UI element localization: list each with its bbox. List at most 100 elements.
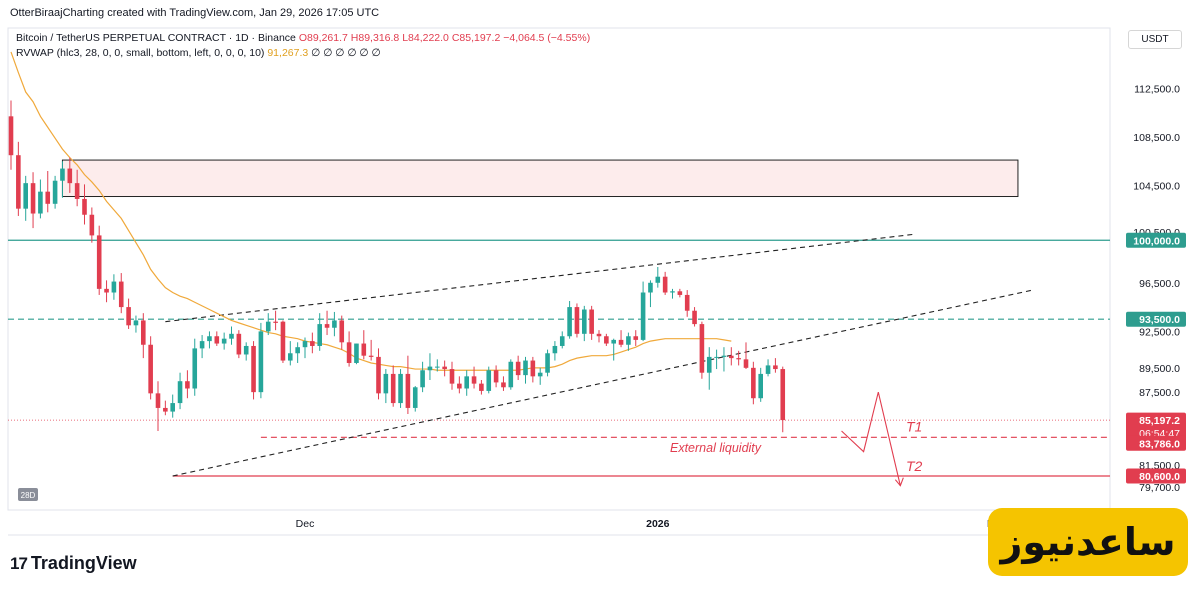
- candle[interactable]: [714, 356, 719, 358]
- candle[interactable]: [412, 387, 418, 408]
- candle[interactable]: [626, 336, 631, 345]
- candle[interactable]: [170, 403, 175, 412]
- candle[interactable]: [273, 321, 278, 323]
- candle[interactable]: [677, 291, 683, 295]
- candle[interactable]: [45, 191, 51, 204]
- candle[interactable]: [38, 191, 43, 214]
- candle[interactable]: [773, 365, 778, 370]
- candle[interactable]: [692, 310, 697, 325]
- candle[interactable]: [596, 333, 602, 337]
- price-tag-80600[interactable]: [1126, 468, 1186, 484]
- candle[interactable]: [589, 309, 594, 334]
- candle[interactable]: [23, 183, 28, 209]
- candle[interactable]: [339, 320, 345, 343]
- last-price-tag[interactable]: [1126, 412, 1186, 441]
- candle[interactable]: [126, 307, 131, 326]
- symbol-legend[interactable]: Bitcoin / TetherUS PERPETUAL CONTRACT · …: [16, 32, 590, 44]
- candle[interactable]: [236, 333, 242, 355]
- candle[interactable]: [383, 373, 389, 394]
- candle[interactable]: [163, 407, 168, 412]
- candle[interactable]: [662, 276, 668, 293]
- candle[interactable]: [67, 168, 73, 184]
- candle[interactable]: [743, 359, 749, 368]
- candle[interactable]: [457, 383, 462, 389]
- candle[interactable]: [427, 366, 433, 371]
- candle[interactable]: [302, 341, 308, 348]
- candle[interactable]: [449, 369, 455, 384]
- candle[interactable]: [251, 345, 256, 393]
- candle[interactable]: [552, 345, 558, 354]
- candle[interactable]: [324, 324, 330, 328]
- candle[interactable]: [390, 373, 396, 404]
- candle[interactable]: [118, 281, 124, 308]
- candle[interactable]: [618, 339, 624, 345]
- candle[interactable]: [74, 183, 80, 199]
- candle[interactable]: [780, 369, 786, 421]
- indicator-legend[interactable]: RVWAP (hlc3, 28, 0, 0, small, bottom, le…: [16, 47, 381, 59]
- candle[interactable]: [104, 288, 109, 293]
- candle[interactable]: [405, 373, 411, 408]
- candle[interactable]: [229, 333, 234, 339]
- candle[interactable]: [16, 155, 21, 209]
- candle[interactable]: [8, 116, 14, 156]
- candle[interactable]: [354, 343, 359, 363]
- candle[interactable]: [214, 336, 220, 344]
- candle[interactable]: [435, 366, 440, 368]
- price-tag-93500[interactable]: [1126, 311, 1186, 327]
- rvwap-line[interactable]: [10, 51, 732, 371]
- candle[interactable]: [758, 373, 763, 399]
- candle[interactable]: [530, 360, 536, 377]
- interval-badge[interactable]: [18, 488, 38, 501]
- candle[interactable]: [192, 348, 198, 389]
- channel-upper-line[interactable]: [165, 233, 916, 323]
- candle[interactable]: [567, 307, 572, 337]
- candle[interactable]: [332, 320, 337, 328]
- candle[interactable]: [310, 341, 315, 346]
- price-tag-100000[interactable]: [1126, 232, 1186, 248]
- candle[interactable]: [265, 321, 271, 332]
- candle[interactable]: [559, 336, 565, 346]
- channel-lower-line[interactable]: [172, 289, 1033, 477]
- candle[interactable]: [501, 382, 506, 388]
- candle[interactable]: [442, 366, 447, 370]
- candle[interactable]: [765, 365, 771, 374]
- candle[interactable]: [611, 339, 616, 344]
- candle[interactable]: [464, 376, 469, 389]
- candle[interactable]: [96, 235, 102, 289]
- candle[interactable]: [729, 355, 734, 359]
- candle[interactable]: [670, 291, 675, 293]
- candle[interactable]: [523, 360, 528, 376]
- candle[interactable]: [82, 198, 87, 215]
- supply-zone[interactable]: [61, 159, 1019, 198]
- candle[interactable]: [574, 307, 580, 334]
- candle[interactable]: [633, 336, 639, 340]
- candle[interactable]: [361, 343, 367, 356]
- candle[interactable]: [295, 347, 300, 354]
- candle[interactable]: [317, 324, 322, 346]
- candle[interactable]: [398, 373, 403, 404]
- currency-button[interactable]: USDT: [1128, 30, 1182, 49]
- candle[interactable]: [52, 180, 58, 204]
- candle[interactable]: [148, 344, 153, 394]
- candle[interactable]: [288, 353, 293, 361]
- candle[interactable]: [346, 342, 352, 363]
- candle[interactable]: [508, 361, 514, 388]
- candle[interactable]: [721, 355, 727, 357]
- candle[interactable]: [221, 338, 227, 344]
- projection-path[interactable]: [841, 392, 901, 486]
- candle[interactable]: [207, 336, 212, 342]
- candle[interactable]: [243, 345, 249, 355]
- candle[interactable]: [155, 393, 161, 408]
- price-tag-83786[interactable]: [1126, 435, 1186, 451]
- candle[interactable]: [699, 324, 705, 373]
- candle[interactable]: [177, 381, 183, 404]
- candle[interactable]: [537, 372, 543, 377]
- candle[interactable]: [185, 381, 190, 389]
- candle[interactable]: [376, 356, 381, 394]
- candle[interactable]: [60, 168, 65, 181]
- candle[interactable]: [368, 355, 374, 357]
- candle[interactable]: [545, 353, 550, 373]
- candle[interactable]: [199, 341, 205, 349]
- candle[interactable]: [479, 383, 484, 391]
- candle[interactable]: [648, 282, 653, 293]
